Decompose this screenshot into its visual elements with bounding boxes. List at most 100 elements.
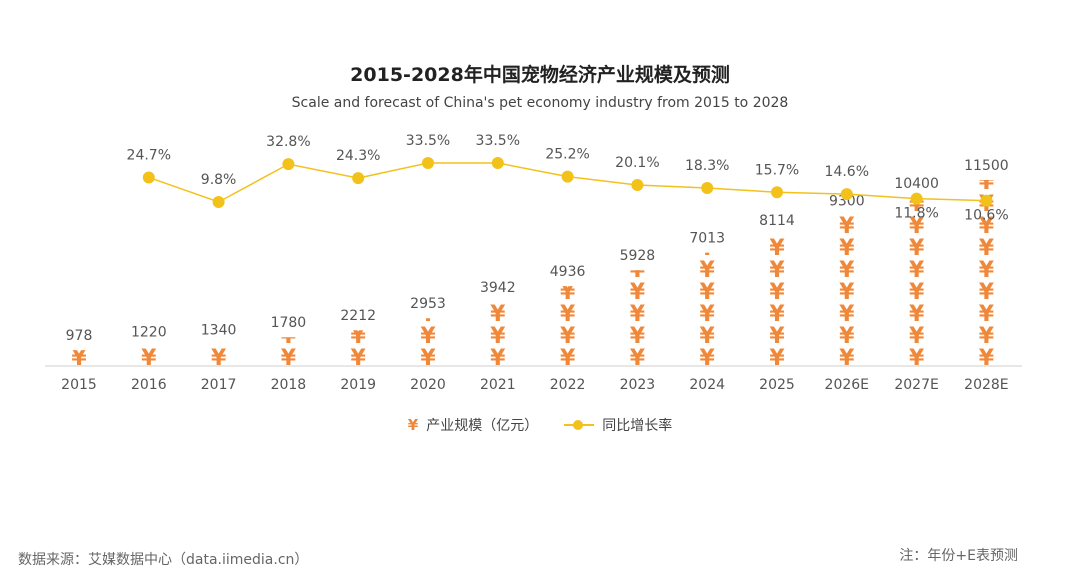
growth-value-label: 25.2% xyxy=(545,147,589,163)
yen-symbol: ¥ xyxy=(700,280,716,305)
legend-bar-label: 产业规模（亿元） xyxy=(426,418,539,434)
yen-symbol: ¥ xyxy=(141,324,157,349)
yen-symbol: ¥ xyxy=(909,214,925,239)
bar: ¥¥ xyxy=(211,324,227,371)
yen-symbol: ¥ xyxy=(211,324,227,349)
yen-symbol: ¥ xyxy=(630,280,646,305)
x-tick-label: 2022 xyxy=(550,377,586,393)
yen-symbol: ¥ xyxy=(630,302,646,327)
legend-item-bar[interactable]: ¥ 产业规模（亿元） xyxy=(408,415,538,435)
bar: ¥¥¥¥ xyxy=(490,302,506,371)
yen-symbol: ¥ xyxy=(979,302,995,327)
bar: ¥¥¥¥¥¥¥¥ xyxy=(839,192,855,371)
bar-value-label: 9300 xyxy=(829,194,865,210)
x-tick-label: 2016 xyxy=(131,377,167,393)
yen-symbol: ¥ xyxy=(909,302,925,327)
bar: ¥¥¥¥¥¥¥¥¥¥ xyxy=(979,180,995,366)
data-source: 数据来源：艾媒数据中心（data.iimedia.cn） xyxy=(18,552,309,568)
yen-symbol: ¥ xyxy=(839,192,855,217)
yen-symbol: ¥ xyxy=(490,302,506,327)
growth-point xyxy=(282,158,295,171)
growth-value-label: 18.3% xyxy=(685,158,729,174)
growth-point xyxy=(352,172,365,185)
yen-symbol: ¥ xyxy=(769,214,785,239)
bar-value-label: 8114 xyxy=(759,213,795,229)
yen-symbol: ¥ xyxy=(979,280,995,305)
yen-symbol: ¥ xyxy=(979,214,995,239)
x-tick-label: 2028E xyxy=(964,377,1008,393)
growth-point xyxy=(422,156,434,169)
yen-symbol: ¥ xyxy=(630,346,646,371)
x-tick-label: 2019 xyxy=(340,377,376,393)
yen-symbol: ¥ xyxy=(769,302,785,327)
yen-symbol: ¥ xyxy=(71,346,87,371)
yen-symbol: ¥ xyxy=(211,346,227,371)
yen-symbol: ¥ xyxy=(700,302,716,327)
growth-point xyxy=(771,186,783,199)
bar-value-label: 4936 xyxy=(550,264,586,280)
yen-symbol: ¥ xyxy=(420,324,436,349)
growth-point xyxy=(212,195,225,208)
x-tick-label: 2018 xyxy=(271,377,307,393)
x-tick-label: 2020 xyxy=(410,377,446,393)
yen-symbol: ¥ xyxy=(839,258,855,283)
bar-value-label: 1340 xyxy=(201,322,237,338)
yen-symbol: ¥ xyxy=(560,280,576,305)
bar-value-label: 7013 xyxy=(689,231,725,247)
yen-symbol: ¥ xyxy=(979,258,995,283)
growth-value-label: 32.8% xyxy=(266,134,310,150)
yen-symbol: ¥ xyxy=(839,280,855,305)
bar-value-label: 5928 xyxy=(620,248,656,264)
bar-value-label: 11500 xyxy=(964,158,1009,174)
bar-value-label: 978 xyxy=(66,328,93,344)
bar: ¥¥¥¥¥¥¥ xyxy=(769,214,785,371)
x-tick-label: 2021 xyxy=(480,377,516,393)
yen-symbol: ¥ xyxy=(141,346,157,371)
yen-symbol: ¥ xyxy=(281,324,297,349)
bar-value-label: 1220 xyxy=(131,324,167,340)
yen-symbol: ¥ xyxy=(420,346,436,371)
legend-item-line[interactable]: 同比增长率 xyxy=(564,415,672,435)
x-tick-label: 2025 xyxy=(759,377,795,393)
yen-symbol: ¥ xyxy=(839,346,855,371)
yen-symbol: ¥ xyxy=(979,236,995,261)
yen-symbol: ¥ xyxy=(420,302,436,327)
growth-point xyxy=(561,170,574,183)
growth-value-label: 9.8% xyxy=(201,172,237,188)
bar-value-label: 3942 xyxy=(480,280,516,296)
yen-symbol: ¥ xyxy=(909,324,925,349)
yen-symbol: ¥ xyxy=(839,302,855,327)
yen-symbol: ¥ xyxy=(979,324,995,349)
growth-value-label: 33.5% xyxy=(476,133,520,149)
chart-subtitle: Scale and forecast of China's pet econom… xyxy=(291,95,789,111)
yen-symbol: ¥ xyxy=(281,346,297,371)
bar: ¥¥¥¥¥ xyxy=(560,280,576,371)
yen-symbol: ¥ xyxy=(490,346,506,371)
yen-symbol: ¥ xyxy=(630,324,646,349)
growth-value-label: 24.7% xyxy=(127,147,171,163)
yen-symbol: ¥ xyxy=(839,236,855,261)
bar-value-label: 1780 xyxy=(271,315,307,331)
yen-symbol: ¥ xyxy=(769,324,785,349)
forecast-note: 注：年份+E表预测 xyxy=(899,548,1018,564)
yen-symbol: ¥ xyxy=(351,346,367,371)
bar: ¥¥¥¥ xyxy=(420,302,436,371)
yen-icon: ¥ xyxy=(407,416,419,434)
growth-point xyxy=(910,192,923,205)
yen-symbol: ¥ xyxy=(490,324,506,349)
x-tick-label: 2024 xyxy=(689,377,725,393)
bar-value-label: 2212 xyxy=(340,308,376,324)
bar: ¥¥ xyxy=(141,324,157,371)
yen-symbol: ¥ xyxy=(909,280,925,305)
bar: ¥¥¥¥¥¥¥ xyxy=(700,253,716,366)
yen-symbol: ¥ xyxy=(909,258,925,283)
growth-value-label: 24.3% xyxy=(336,148,380,164)
yen-symbol: ¥ xyxy=(560,302,576,327)
yen-symbol: ¥ xyxy=(839,324,855,349)
yen-symbol: ¥ xyxy=(560,346,576,371)
growth-point xyxy=(980,194,993,207)
yen-symbol: ¥ xyxy=(769,346,785,371)
growth-value-label: 33.5% xyxy=(406,133,450,149)
growth-value-label: 20.1% xyxy=(615,155,659,171)
